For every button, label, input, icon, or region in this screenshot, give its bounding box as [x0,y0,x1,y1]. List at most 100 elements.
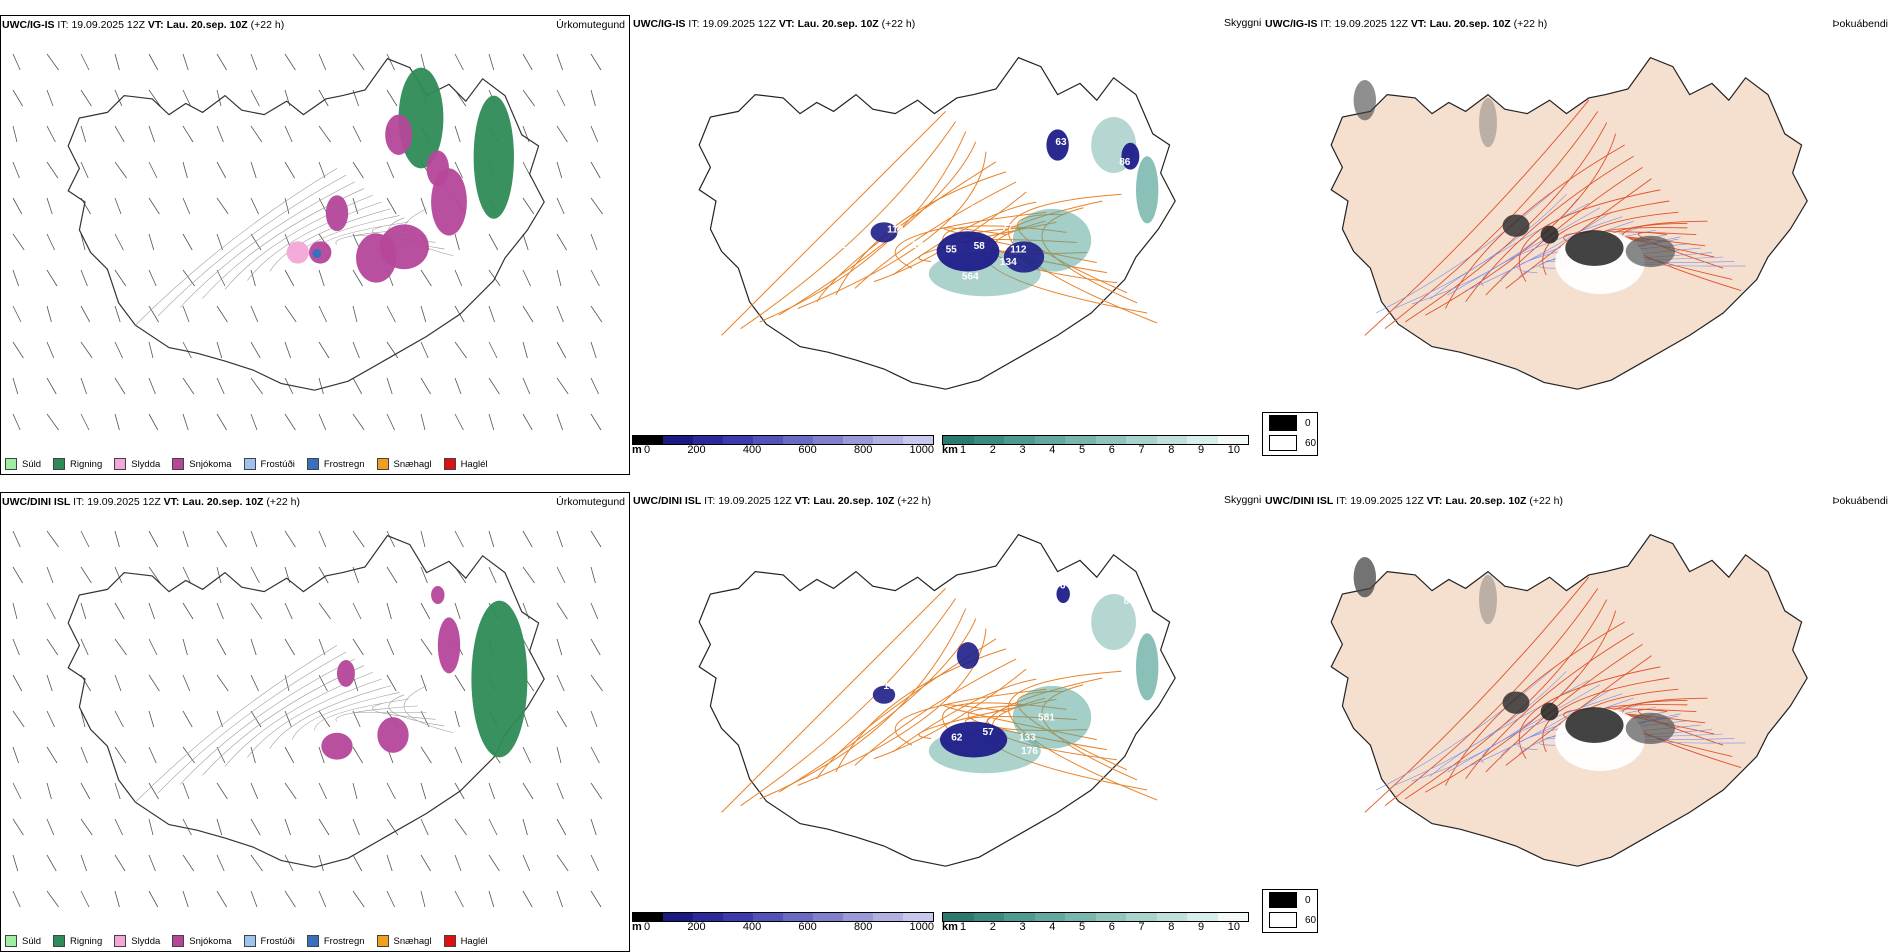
tick-label: 2 [989,921,996,933]
wind-barb [352,818,360,836]
ceiling-label: 77 [1002,223,1014,234]
wind-barb [46,854,57,872]
ceiling-label: 564 [962,271,979,282]
wind-barb [250,818,261,836]
wind-barb [148,341,154,359]
wind-barb [488,413,495,431]
wind-barb [216,854,225,872]
ceiling-label: 112 [887,224,904,235]
wind-barb [590,602,599,620]
wind-barb [114,305,121,323]
wind-barb [590,305,603,323]
wind-barb [216,161,227,179]
fog-high-area [1565,707,1624,743]
legend-item: Snæhagl [376,458,432,470]
wind-barb [522,782,534,800]
road-line [1007,670,1158,801]
wind-barb [590,890,602,908]
wind-barb [386,530,395,548]
road-line [179,658,356,785]
snow-area [321,732,353,760]
low-visibility-area [1136,633,1159,701]
low-ceiling-area [1056,585,1070,603]
colorbar-step [843,436,873,444]
legend-swatch [172,458,185,470]
wind-barb [12,710,25,728]
legend-swatch [243,458,256,470]
wind-barb [12,782,22,800]
wind-barb [250,566,260,584]
colorbar-step [693,436,723,444]
wind-barb [182,305,190,323]
wind-barb [182,269,195,287]
wind-barb [80,782,91,800]
model-name: UWC/IG-IS [633,18,686,30]
road-line [1364,576,1590,813]
wind-barb [488,341,498,359]
wind-barb [250,746,256,764]
wind-barb [318,710,331,728]
colorbar-step [663,913,693,921]
ceiling-label: 76 [1054,580,1066,591]
precip-type-panel-top: UWC/IG-IS IT: 19.09.2025 12Z VT: Lau. 20… [0,15,630,475]
sleet-area [286,241,309,264]
wind-barb [80,413,90,431]
wind-barb [386,197,397,215]
wind-barb [590,530,602,548]
wind-barb [420,782,427,800]
wind-barb [352,341,360,359]
wind-barb [386,566,398,584]
valid-time: Lau. 20.sep. 10Z [1445,495,1527,507]
wind-barb [284,125,293,143]
wind-barb [148,161,158,179]
colorbar-step [1126,913,1157,921]
wind-barb [46,746,58,764]
snow-area [431,586,445,604]
low-ceiling-area [936,231,1000,272]
wind-barb [182,746,195,764]
wind-barb [12,53,21,71]
colorbar-step [903,913,933,921]
tick-label: 1000 [909,921,934,933]
road-line [179,181,356,308]
colorbar-step [663,436,693,444]
road-line [1505,178,1652,289]
wind-barb [318,638,326,656]
wind-barb [114,413,120,431]
wind-barb [454,53,464,71]
legend-item: Frostúði [243,935,295,947]
colorbar-step [1156,913,1187,921]
wind-barb [182,413,189,431]
wind-barb [12,566,23,584]
legend-item: Snjókoma [172,458,232,470]
ceiling-visibility-panel-top: UWC/IG-IS IT: 19.09.2025 12Z VT: Lau. 20… [632,15,1262,475]
wind-barb [114,125,125,143]
wind-barb [420,197,427,215]
tick-label: 9 [1198,444,1205,456]
wind-barb [556,269,562,287]
tick-label: 800 [853,921,873,933]
wind-barb [148,782,159,800]
tick-label: 8 [1168,444,1175,456]
road-line [740,598,957,807]
road-line [1404,599,1608,800]
wind-barb [80,854,87,872]
road-line [873,668,1027,760]
colorbar-step [1217,913,1248,921]
wind-barb [80,602,87,620]
wind-barb [420,305,427,323]
fog-high-area [1625,712,1676,745]
wind-barb [556,161,563,179]
legend-label: Frostregn [323,935,365,947]
lead-time: (+22 h) [897,495,931,507]
wind-barb [556,674,565,692]
road-line [1505,655,1652,766]
legend-swatch [376,458,389,470]
wind-barb [182,233,193,251]
wind-barb [46,674,53,692]
wind-barb [182,341,192,359]
wind-barb [216,602,224,620]
wind-barb [216,377,225,395]
tick-label: 200 [687,444,706,456]
tick-label: 200 [687,921,706,933]
